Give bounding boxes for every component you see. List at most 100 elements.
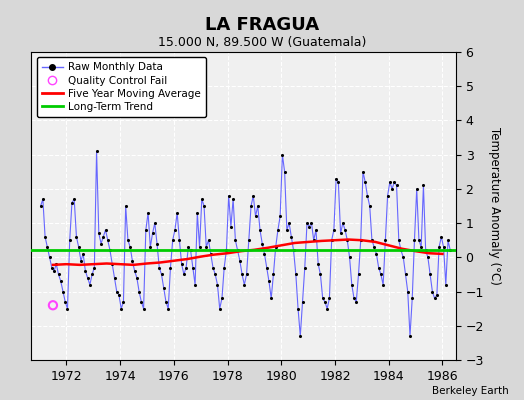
Point bbox=[173, 210, 181, 216]
Point bbox=[115, 292, 123, 298]
Point bbox=[390, 179, 398, 185]
Point bbox=[334, 179, 343, 185]
Point bbox=[386, 179, 394, 185]
Point bbox=[366, 203, 374, 209]
Point bbox=[263, 264, 271, 271]
Point bbox=[68, 199, 76, 206]
Point bbox=[437, 234, 445, 240]
Point bbox=[379, 282, 387, 288]
Point bbox=[139, 306, 148, 312]
Point bbox=[133, 275, 141, 281]
Point bbox=[113, 288, 121, 295]
Point bbox=[43, 244, 51, 250]
Point bbox=[191, 282, 199, 288]
Point bbox=[289, 247, 298, 254]
Point bbox=[52, 261, 60, 267]
Point bbox=[276, 213, 285, 220]
Point bbox=[124, 237, 132, 244]
Point bbox=[350, 295, 358, 302]
Point bbox=[314, 261, 322, 267]
Point bbox=[395, 237, 403, 244]
Point bbox=[384, 192, 392, 199]
Legend: Raw Monthly Data, Quality Control Fail, Five Year Moving Average, Long-Term Tren: Raw Monthly Data, Quality Control Fail, … bbox=[37, 57, 206, 117]
Point bbox=[377, 271, 385, 278]
Point bbox=[130, 268, 139, 274]
Point bbox=[90, 264, 99, 271]
Point bbox=[285, 220, 293, 226]
Point bbox=[352, 299, 361, 305]
Point bbox=[341, 227, 350, 233]
Point bbox=[206, 251, 215, 257]
Point bbox=[220, 264, 228, 271]
Point bbox=[403, 288, 412, 295]
Point bbox=[61, 299, 69, 305]
Point bbox=[406, 333, 414, 339]
Point bbox=[323, 306, 331, 312]
Point bbox=[66, 237, 74, 244]
Point bbox=[442, 282, 450, 288]
Point bbox=[265, 278, 273, 284]
Point bbox=[267, 295, 276, 302]
Point bbox=[92, 148, 101, 154]
Point bbox=[202, 244, 211, 250]
Point bbox=[339, 220, 347, 226]
Point bbox=[240, 282, 248, 288]
Point bbox=[169, 237, 177, 244]
Point bbox=[296, 333, 304, 339]
Point bbox=[444, 237, 452, 244]
Point bbox=[245, 237, 253, 244]
Point bbox=[238, 271, 246, 278]
Text: Berkeley Earth: Berkeley Earth bbox=[432, 386, 508, 396]
Point bbox=[222, 247, 231, 254]
Point bbox=[166, 264, 174, 271]
Point bbox=[381, 237, 389, 244]
Point bbox=[392, 182, 401, 189]
Point bbox=[63, 306, 72, 312]
Point bbox=[312, 227, 320, 233]
Point bbox=[269, 271, 278, 278]
Point bbox=[287, 234, 296, 240]
Point bbox=[159, 285, 168, 291]
Point bbox=[54, 271, 63, 278]
Point bbox=[408, 295, 417, 302]
Point bbox=[310, 237, 318, 244]
Point bbox=[412, 186, 421, 192]
Point bbox=[81, 268, 90, 274]
Point bbox=[218, 295, 226, 302]
Point bbox=[307, 220, 315, 226]
Point bbox=[435, 244, 443, 250]
Point bbox=[424, 254, 432, 260]
Text: LA FRAGUA: LA FRAGUA bbox=[205, 16, 319, 34]
Point bbox=[108, 261, 116, 267]
Point bbox=[215, 306, 224, 312]
Point bbox=[401, 271, 410, 278]
Point bbox=[106, 247, 114, 254]
Point bbox=[363, 192, 372, 199]
Point bbox=[247, 203, 255, 209]
Point bbox=[79, 251, 88, 257]
Point bbox=[249, 192, 257, 199]
Point bbox=[41, 234, 49, 240]
Point bbox=[410, 237, 419, 244]
Point bbox=[46, 254, 54, 260]
Point bbox=[330, 227, 338, 233]
Point bbox=[211, 271, 220, 278]
Point bbox=[148, 230, 157, 236]
Point bbox=[419, 182, 428, 189]
Point bbox=[126, 244, 134, 250]
Point bbox=[180, 271, 188, 278]
Point bbox=[224, 192, 233, 199]
Point bbox=[178, 261, 186, 267]
Point bbox=[146, 244, 155, 250]
Point bbox=[99, 234, 107, 240]
Point bbox=[119, 299, 128, 305]
Point bbox=[86, 282, 94, 288]
Point bbox=[359, 168, 367, 175]
Point bbox=[421, 247, 430, 254]
Point bbox=[274, 227, 282, 233]
Point bbox=[372, 251, 380, 257]
Point bbox=[135, 288, 143, 295]
Point bbox=[49, 302, 57, 308]
Point bbox=[48, 264, 56, 271]
Point bbox=[433, 292, 441, 298]
